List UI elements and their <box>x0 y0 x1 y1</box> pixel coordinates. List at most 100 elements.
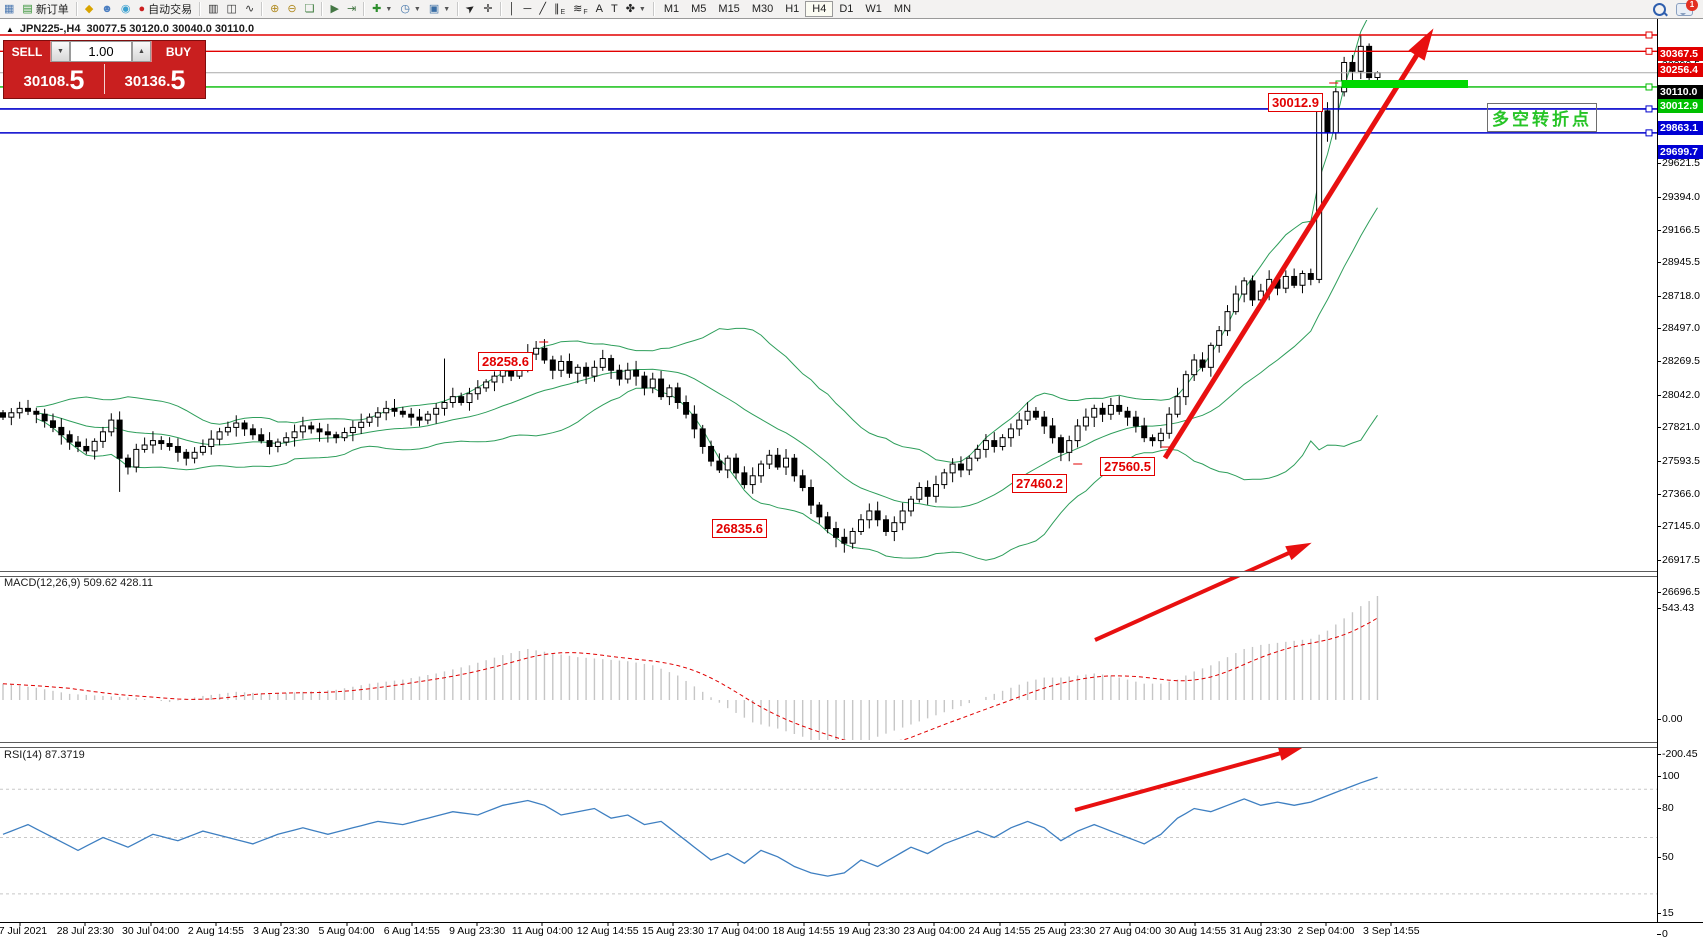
time-axis-label: 24 Aug 14:55 <box>968 925 1031 937</box>
time-axis-label: 9 Aug 23:30 <box>449 925 506 937</box>
buy-price-button[interactable]: 30136 . 5 <box>105 62 205 96</box>
market-watch-icon: ☻ <box>101 3 113 15</box>
timeframe-d1[interactable]: D1 <box>839 3 854 15</box>
sell-price-main: 30108 <box>23 73 66 90</box>
text-button[interactable]: A <box>592 1 607 17</box>
toolbar-right-cluster: 1 <box>1653 0 1703 16</box>
macd-axis-tick-mark <box>1657 608 1661 610</box>
time-axis-label: 28 Jul 23:30 <box>56 925 114 937</box>
rsi-indicator-label: RSI(14) 87.3719 <box>4 749 85 761</box>
new-chart-button[interactable]: ▦ <box>0 1 18 17</box>
time-axis-label: 30 Jul 04:00 <box>121 925 180 937</box>
trendline-button[interactable]: ╱ <box>535 1 550 17</box>
price-axis-tick-mark <box>1657 427 1661 429</box>
timeframe-m5[interactable]: M5 <box>691 3 707 15</box>
equidistant-channel-button[interactable]: ∥ E <box>550 1 569 17</box>
horizontal-line-icon: ─ <box>523 3 532 15</box>
tile-windows-button[interactable]: ❏ <box>301 1 319 17</box>
time-axis-tick-mark <box>150 922 152 926</box>
time-axis-label: 23 Aug 04:00 <box>903 925 966 937</box>
notifications-icon[interactable]: 1 <box>1676 0 1698 16</box>
toolbar-separator <box>363 2 366 16</box>
indicators-button[interactable]: ✚ ▼ <box>368 1 396 17</box>
price-tag-27460.2[interactable]: 27460.2 <box>1012 474 1067 493</box>
price-axis-tick: 28945.5 <box>1662 256 1700 269</box>
buy-price-main: 30136 <box>124 73 167 90</box>
price-axis-tick-mark <box>1657 163 1661 165</box>
tile-windows-icon: ❏ <box>304 3 315 15</box>
fibonacci-sub-label: F <box>583 8 588 16</box>
periods-button[interactable]: ◷ ▼ <box>396 1 425 17</box>
one-click-trading-panel: SELL ▼ ▲ BUY 30108 . 5 30136 . 5 <box>3 40 206 99</box>
turning-point-annotation[interactable]: 多空转折点 <box>1487 103 1597 132</box>
rsi-pane-separator[interactable] <box>0 742 1657 748</box>
crosshair-button[interactable]: ✛ <box>479 1 496 17</box>
market-watch-button[interactable]: ☻ <box>97 1 117 17</box>
volume-input[interactable] <box>70 41 132 62</box>
bar-chart-button[interactable]: ▥ <box>204 1 222 17</box>
chart-profiles-button[interactable]: ◆ <box>81 1 97 17</box>
time-axis-tick-mark <box>19 922 21 926</box>
time-axis-label: 25 Aug 23:30 <box>1033 925 1096 937</box>
zoom-in-button[interactable]: ⊕ <box>266 1 283 17</box>
fibonacci-button[interactable]: ≋ F <box>569 1 592 17</box>
price-axis-badge-30367.5: 30367.5 <box>1658 47 1703 61</box>
timeframe-h1[interactable]: H1 <box>785 3 800 15</box>
time-axis-tick-mark <box>1390 922 1392 926</box>
timeframe-m1[interactable]: M1 <box>663 3 680 15</box>
timeframe-w1[interactable]: W1 <box>865 3 882 15</box>
price-tag-26835.6[interactable]: 26835.6 <box>712 519 767 538</box>
time-axis-label: 2 Aug 14:55 <box>187 925 244 937</box>
sell-button[interactable]: SELL <box>4 41 51 62</box>
auto-scroll-button[interactable]: ▶ <box>326 1 342 17</box>
buy-button[interactable]: BUY <box>151 41 205 62</box>
price-axis-tick: 27821.0 <box>1662 421 1700 434</box>
line-chart-button[interactable]: ∿ <box>241 1 258 17</box>
vertical-line-button[interactable]: │ <box>505 1 520 17</box>
toolbar-separator <box>457 2 460 16</box>
time-axis-label: 27 Jul 2021 <box>0 925 48 937</box>
macd-axis-tick: 543.43 <box>1662 602 1695 615</box>
timeframe-mn[interactable]: MN <box>893 3 912 15</box>
price-tag-30012.9[interactable]: 30012.9 <box>1268 93 1323 112</box>
signals-button[interactable]: ◉ <box>117 1 135 17</box>
timeframe-h4[interactable]: H4 <box>805 1 834 17</box>
volume-increase-button[interactable]: ▲ <box>132 41 151 62</box>
zoom-out-button[interactable]: ⊖ <box>283 1 300 17</box>
search-icon[interactable] <box>1653 2 1666 16</box>
sell-price-button[interactable]: 30108 . 5 <box>4 62 104 96</box>
macd-pane-separator[interactable] <box>0 571 1657 577</box>
buy-price-pip: 5 <box>170 65 186 95</box>
horizontal-line-button[interactable]: ─ <box>520 1 536 17</box>
timeframe-m30[interactable]: M30 <box>751 3 774 15</box>
new-chart-icon: ▦ <box>4 3 15 15</box>
time-axis-label: 15 Aug 23:30 <box>642 925 704 937</box>
indicators-dropdown-icon[interactable]: ▼ <box>385 5 393 13</box>
candlestick-chart-icon: ◫ <box>226 3 237 15</box>
volume-decrease-button[interactable]: ▼ <box>51 41 70 62</box>
price-axis-badge-30256.4: 30256.4 <box>1658 63 1703 78</box>
templates-dropdown-icon[interactable]: ▼ <box>443 5 451 13</box>
toolbar-separator <box>199 2 202 16</box>
timeframe-m15[interactable]: M15 <box>718 3 740 15</box>
arrows-tool-dropdown-icon[interactable]: ▼ <box>638 5 646 13</box>
price-axis-tick-mark <box>1657 262 1661 264</box>
time-axis-label: 2 Sep 04:00 <box>1297 925 1355 937</box>
price-tag-28258.6[interactable]: 28258.6 <box>478 352 533 371</box>
candlestick-chart-button[interactable]: ◫ <box>223 1 241 17</box>
periods-dropdown-icon[interactable]: ▼ <box>413 5 421 13</box>
price-axis-tick-mark <box>1657 295 1661 297</box>
arrows-tool-button[interactable]: ✤ ▼ <box>622 1 650 17</box>
toolbar: ▦ ▤ 新订单 ◆ ☻ ◉ ● 自动交易 ▥ ◫ ∿ ⊕ ⊖ ❏ ▶ ⇥ ✚ ▼ ◷ ▼ ▣ ▼ ➤ ✛ │ ─ ╱ ∥ E ≋ F A T ✤ ▼… <box>0 0 1703 19</box>
vertical-line-icon: │ <box>508 3 516 15</box>
text-label-icon: T <box>610 3 618 15</box>
autotrading-button[interactable]: ● 自动交易 <box>134 1 196 17</box>
time-axis-tick-mark <box>1194 922 1196 926</box>
templates-button[interactable]: ▣ ▼ <box>425 1 454 17</box>
price-tag-27560.5[interactable]: 27560.5 <box>1100 457 1155 476</box>
text-label-button[interactable]: T <box>607 1 622 17</box>
new-order-button[interactable]: ▤ 新订单 <box>18 1 72 17</box>
time-axis-label: 12 Aug 14:55 <box>576 925 639 937</box>
macd-axis-tick-mark <box>1657 754 1661 755</box>
chart-shift-button[interactable]: ⇥ <box>343 1 360 17</box>
